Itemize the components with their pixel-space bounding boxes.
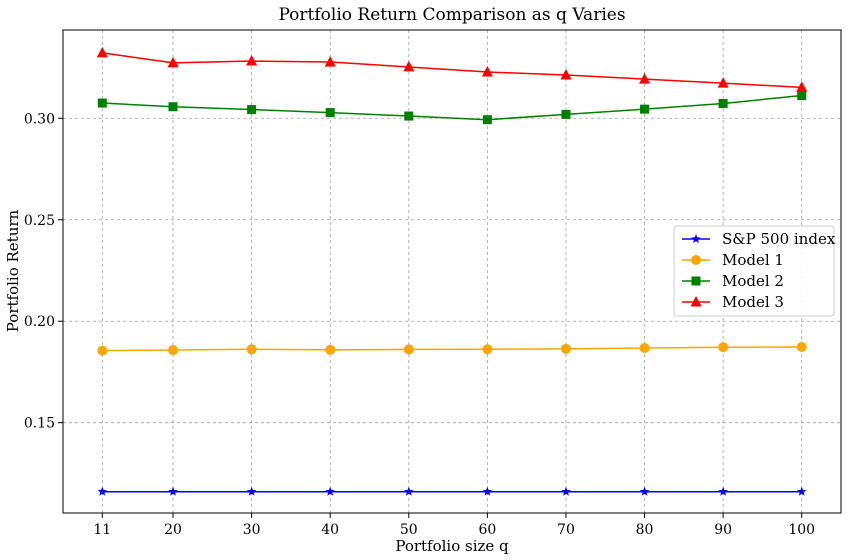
- data-point: [639, 486, 650, 496]
- series-2: [97, 341, 807, 356]
- data-point: [639, 73, 651, 84]
- x-tick-label: 40: [321, 522, 339, 538]
- y-tick-label: 0.30: [24, 111, 55, 127]
- data-point: [482, 115, 492, 125]
- data-point: [246, 344, 257, 355]
- data-point: [168, 486, 178, 496]
- x-tick-label: 100: [788, 522, 815, 538]
- x-tick-label: 80: [636, 522, 654, 538]
- series-4: [96, 46, 808, 92]
- axes: 11 20 30 40 50 60 70 80 90 100 0.15 0.20 0.25 0.30: [24, 111, 815, 538]
- data-point: [482, 486, 493, 496]
- x-tick-label: 20: [164, 522, 182, 538]
- data-point: [247, 105, 257, 115]
- data-point: [797, 91, 807, 101]
- legend-box: [673, 225, 835, 317]
- data-point: [796, 81, 808, 92]
- x-tick-label: 90: [714, 522, 732, 538]
- series-3: [97, 91, 807, 125]
- data-point: [560, 69, 572, 80]
- data-point: [561, 486, 571, 496]
- series-line: [102, 94, 802, 121]
- data-point: [718, 342, 729, 353]
- data-point: [96, 46, 108, 58]
- data-point: [403, 344, 414, 355]
- legend-item: Model 2: [682, 272, 784, 290]
- data-point: [168, 102, 178, 112]
- x-tick-label: 11: [93, 522, 111, 538]
- data-point: [246, 55, 258, 66]
- y-axis-title: Portfolio Return: [4, 209, 22, 332]
- x-tick-label: 70: [557, 522, 575, 538]
- legend-label: Model 2: [722, 272, 784, 290]
- data-point: [482, 344, 493, 355]
- data-point: [561, 109, 571, 119]
- data-point: [481, 66, 493, 77]
- data-point: [97, 98, 107, 108]
- y-tick-label: 0.15: [24, 416, 55, 432]
- data-point: [560, 343, 571, 354]
- series-1: [97, 486, 807, 496]
- data-point: [325, 108, 335, 118]
- legend-marker: [691, 255, 701, 265]
- legend-marker: [691, 276, 701, 286]
- plot-frame: [62, 29, 842, 514]
- data-point: [718, 98, 728, 108]
- data-point: [717, 77, 729, 88]
- y-tick-label: 0.25: [24, 213, 55, 229]
- data-point: [97, 486, 108, 496]
- legend-item: Model 1: [682, 251, 784, 269]
- data-point: [404, 111, 414, 121]
- chart-title: Portfolio Return Comparison as q Varies: [278, 5, 625, 25]
- legend-item: S&P 500 index: [682, 230, 836, 248]
- data-point: [718, 486, 728, 496]
- legend-label: S&P 500 index: [722, 230, 836, 248]
- y-tick-label: 0.20: [24, 314, 55, 330]
- legend: S&P 500 index Model 1 Model 2 Model 3: [673, 225, 836, 317]
- data-point: [324, 56, 336, 67]
- series-line: [102, 52, 802, 89]
- legend-marker: [691, 234, 701, 244]
- x-axis-title: Portfolio size q: [395, 537, 509, 555]
- data-point: [246, 486, 257, 496]
- legend-label: Model 3: [722, 293, 784, 311]
- data-point: [167, 56, 179, 68]
- data-point: [168, 345, 179, 356]
- series-layer: [96, 46, 808, 496]
- data-point: [796, 341, 807, 352]
- series-line: [102, 346, 802, 352]
- data-point: [796, 486, 807, 496]
- data-point: [640, 104, 650, 114]
- data-point: [325, 344, 336, 355]
- data-point: [404, 486, 414, 496]
- legend-label: Model 1: [722, 251, 784, 269]
- x-tick-label: 60: [478, 522, 496, 538]
- x-tick-label: 50: [400, 522, 418, 538]
- legend-item: Model 3: [682, 293, 784, 311]
- data-point: [325, 486, 335, 496]
- data-point: [639, 343, 650, 354]
- data-point: [403, 60, 415, 72]
- legend-marker: [690, 296, 702, 307]
- data-point: [97, 345, 108, 356]
- x-tick-label: 30: [243, 522, 261, 538]
